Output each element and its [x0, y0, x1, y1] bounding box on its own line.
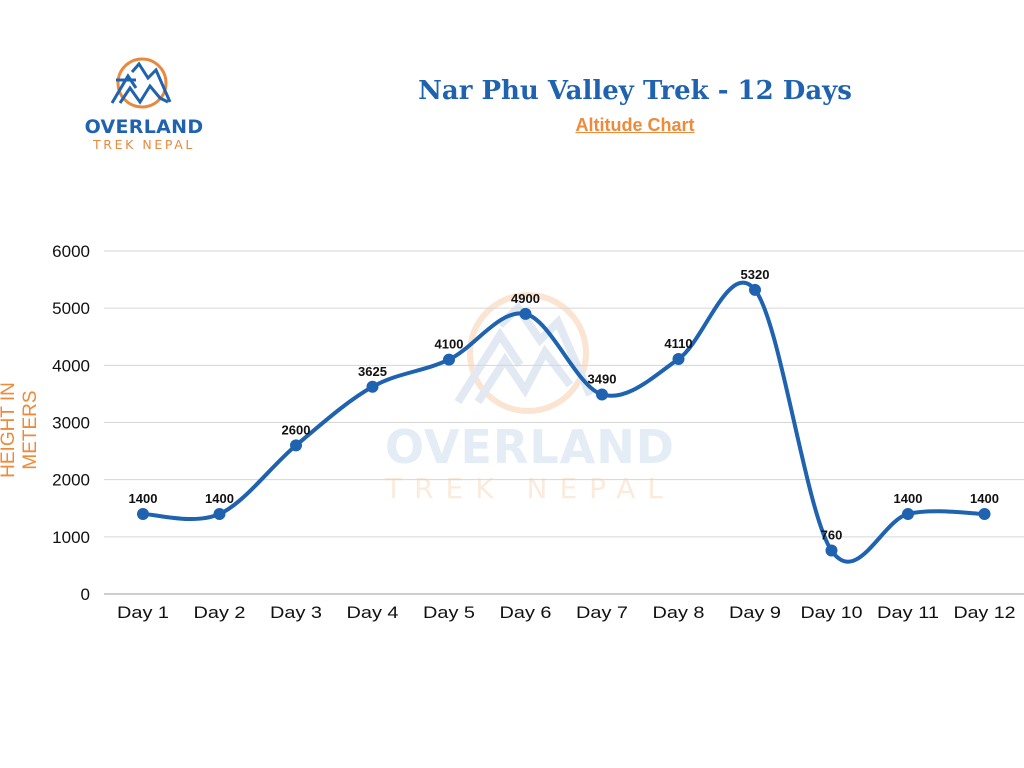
x-tick-label: Day 8 — [653, 603, 705, 622]
company-logo: OVERLAND TREK NEPAL — [74, 56, 214, 156]
data-label: 4110 — [664, 336, 692, 351]
data-point-marker — [137, 507, 149, 520]
x-tick-label: Day 12 — [954, 603, 1016, 622]
data-point-marker — [672, 353, 685, 366]
x-tick-label: Day 3 — [270, 603, 322, 622]
chart-title: Nar Phu Valley Trek - 12 Days — [418, 76, 852, 106]
x-tick-label: Day 2 — [194, 603, 246, 622]
chart-subtitle: Altitude Chart — [575, 115, 695, 135]
data-point-marker — [443, 353, 455, 366]
y-tick-label: 4000 — [52, 356, 90, 375]
data-point-marker — [519, 307, 532, 320]
data-label: 3490 — [588, 371, 617, 386]
data-point-marker — [213, 507, 226, 520]
data-label: 4100 — [435, 337, 464, 352]
y-tick-label: 1000 — [52, 528, 90, 547]
x-tick-label: Day 5 — [423, 603, 475, 622]
data-point-marker — [366, 380, 379, 393]
data-label: 1400 — [129, 491, 158, 506]
x-tick-label: Day 10 — [801, 603, 863, 622]
x-tick-label: Day 1 — [117, 603, 169, 622]
data-label: 760 — [821, 528, 843, 543]
data-label: 4900 — [511, 291, 540, 306]
y-tick-label: 2000 — [52, 471, 90, 490]
data-point-marker — [902, 507, 914, 520]
data-label: 1400 — [970, 491, 999, 506]
y-tick-label: 6000 — [52, 242, 90, 261]
data-label: 1400 — [205, 491, 234, 506]
data-label: 1400 — [894, 491, 923, 506]
x-tick-label: Day 7 — [576, 603, 628, 622]
data-point-marker — [978, 507, 991, 520]
mountain-circle-logo-icon — [110, 57, 172, 109]
data-point-marker — [749, 283, 761, 296]
logo-tagline: TREK NEPAL — [93, 137, 195, 152]
x-tick-label: Day 4 — [347, 603, 399, 622]
data-point-marker — [290, 439, 302, 452]
y-tick-label: 0 — [81, 585, 90, 604]
data-point-marker — [825, 544, 838, 557]
y-tick-label: 5000 — [52, 299, 90, 318]
data-label: 3625 — [358, 364, 387, 379]
logo-wordmark: OVERLAND — [84, 116, 204, 138]
x-tick-label: Day 11 — [877, 603, 939, 622]
x-tick-label: Day 9 — [729, 603, 781, 622]
data-label: 2600 — [282, 422, 311, 437]
y-tick-label: 3000 — [52, 414, 90, 433]
x-tick-label: Day 6 — [500, 603, 552, 622]
data-label: 5320 — [741, 267, 770, 282]
data-point-marker — [596, 388, 608, 401]
